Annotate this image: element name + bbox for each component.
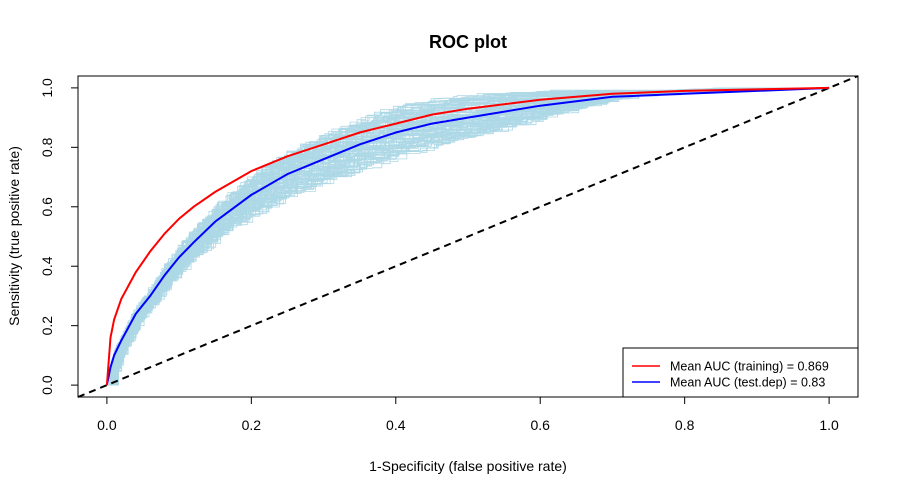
legend: Mean AUC (training) = 0.869 Mean AUC (tes… <box>622 347 859 398</box>
legend-label: Mean AUC (test.dep) = 0.83 <box>670 376 825 390</box>
replicate-curve <box>106 87 830 386</box>
series-test-line <box>105 86 830 386</box>
y-axis: 0.0 0.2 0.4 0.6 0.8 1.0 <box>39 78 79 395</box>
series-training-line <box>105 86 830 386</box>
series-lines <box>77 75 859 398</box>
legend-box <box>622 347 859 398</box>
y-tick-label: 0.4 <box>39 256 55 276</box>
y-tick-label: 0.8 <box>39 137 55 157</box>
x-tick-label: 0.2 <box>242 417 262 433</box>
x-tick-label: 0.0 <box>97 417 117 433</box>
x-tick-label: 0.8 <box>675 417 695 433</box>
x-tick-label: 0.6 <box>530 417 550 433</box>
y-tick-label: 0.2 <box>39 316 55 336</box>
y-axis-label: Sensitivity (true positive rate) <box>6 146 22 326</box>
x-axis-label: 1-Specificity (false positive rate) <box>369 458 567 474</box>
y-tick-label: 0.0 <box>39 375 55 395</box>
x-tick-label: 0.4 <box>386 417 406 433</box>
x-tick-label: 1.0 <box>819 417 839 433</box>
y-tick-label: 1.0 <box>39 78 55 98</box>
y-tick-label: 0.6 <box>39 197 55 217</box>
chart-title: ROC plot <box>429 32 507 52</box>
legend-label: Mean AUC (training) = 0.869 <box>670 360 829 374</box>
reference-diagonal <box>77 75 859 398</box>
x-axis: 0.0 0.2 0.4 0.6 0.8 1.0 <box>97 396 839 433</box>
